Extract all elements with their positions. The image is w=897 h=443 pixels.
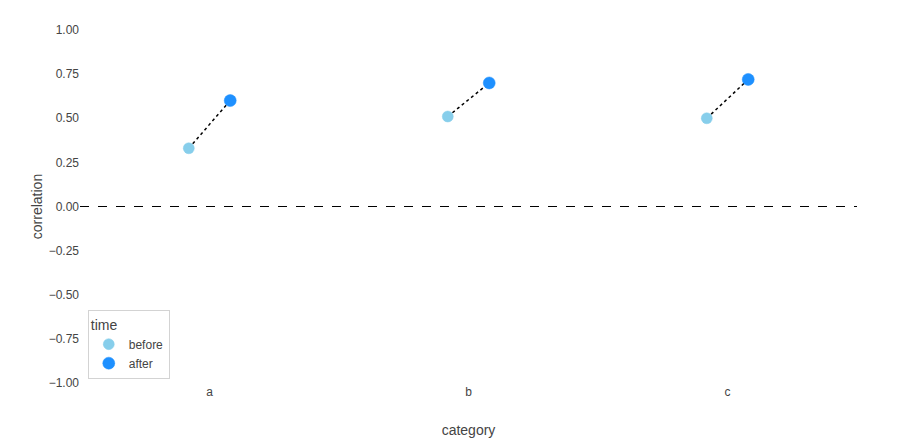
svg-text:a: a — [206, 385, 213, 399]
svg-text:b: b — [465, 385, 472, 399]
svg-text:−0.75: −0.75 — [49, 332, 80, 346]
svg-text:after: after — [129, 357, 153, 371]
svg-text:0.00: 0.00 — [56, 200, 80, 214]
svg-text:−0.25: −0.25 — [49, 244, 80, 258]
svg-text:before: before — [129, 338, 163, 352]
svg-text:−1.00: −1.00 — [49, 376, 80, 390]
svg-text:time: time — [91, 317, 118, 333]
svg-text:−0.50: −0.50 — [49, 288, 80, 302]
svg-text:c: c — [725, 385, 731, 399]
svg-text:0.75: 0.75 — [56, 67, 80, 81]
svg-text:correlation: correlation — [29, 174, 45, 239]
svg-text:0.25: 0.25 — [56, 156, 80, 170]
svg-text:0.50: 0.50 — [56, 111, 80, 125]
svg-text:1.00: 1.00 — [56, 23, 80, 37]
svg-text:category: category — [442, 422, 496, 438]
